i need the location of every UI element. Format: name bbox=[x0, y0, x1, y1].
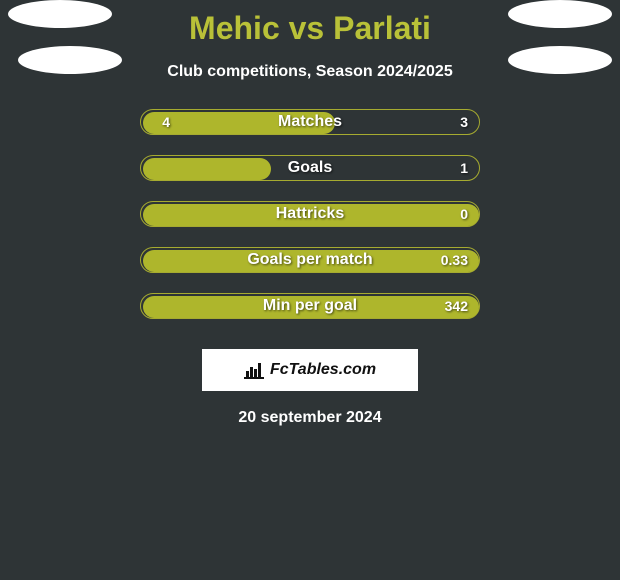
bar-chart-icon bbox=[244, 361, 264, 379]
stat-label: Goals per match bbox=[140, 247, 480, 273]
fctables-logo: FcTables.com bbox=[202, 349, 418, 391]
stat-value-left bbox=[140, 293, 170, 319]
stat-value-right: 342 bbox=[440, 293, 480, 319]
right-player-marker-2 bbox=[508, 46, 612, 74]
stat-label: Matches bbox=[140, 109, 480, 135]
stat-value-left bbox=[140, 247, 170, 273]
left-player-marker-1 bbox=[8, 0, 112, 28]
stat-label: Min per goal bbox=[140, 293, 480, 319]
stat-value-right: 0 bbox=[440, 201, 480, 227]
stat-row: Goals per match 0.33 bbox=[0, 247, 620, 293]
stat-value-right: 0.33 bbox=[440, 247, 480, 273]
stat-label: Hattricks bbox=[140, 201, 480, 227]
logo-text: FcTables.com bbox=[270, 361, 376, 379]
stat-row: Hattricks 0 bbox=[0, 201, 620, 247]
stat-value-left: 4 bbox=[140, 109, 170, 135]
stat-row: Min per goal 342 bbox=[0, 293, 620, 339]
right-player-marker-1 bbox=[508, 0, 612, 28]
stat-row: Goals 1 bbox=[0, 155, 620, 201]
stats-area: 4 Matches 3 Goals 1 Hattricks 0 Goals pe… bbox=[0, 109, 620, 339]
stat-value-right: 3 bbox=[440, 109, 480, 135]
stat-value-left bbox=[140, 201, 170, 227]
stat-label: Goals bbox=[140, 155, 480, 181]
stat-value-left bbox=[140, 155, 170, 181]
left-player-marker-2 bbox=[18, 46, 122, 74]
stat-value-right: 1 bbox=[440, 155, 480, 181]
stat-row: 4 Matches 3 bbox=[0, 109, 620, 155]
date-text: 20 september 2024 bbox=[0, 409, 620, 427]
